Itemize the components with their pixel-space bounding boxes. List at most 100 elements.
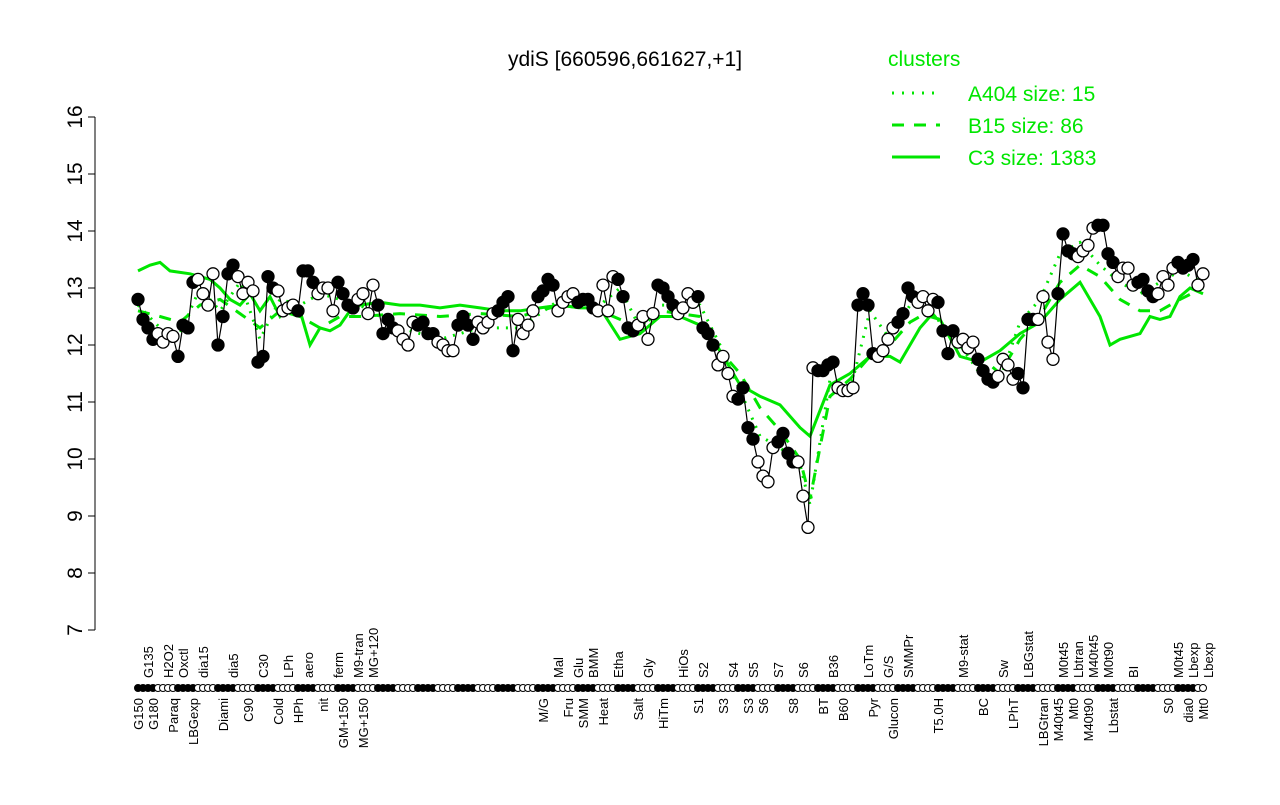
data-point: [876, 344, 890, 358]
y-axis: 7 8 9 10 11 12 13 14 15 16: [64, 105, 96, 636]
x-tick-label: LBGexp: [186, 698, 201, 745]
data-point: [861, 298, 875, 312]
data-point: [231, 269, 245, 284]
x-tick-label: Gly: [641, 658, 656, 678]
legend-label-c3: C3 size: 1383: [968, 147, 1096, 170]
y-tick-label: 8: [64, 567, 87, 579]
data-point: [706, 338, 720, 352]
x-tick-label: Sw: [996, 659, 1011, 678]
data-point: [361, 306, 375, 321]
x-tick-label: G/S: [881, 655, 896, 678]
x-tick-label: BT: [816, 698, 831, 715]
x-tick-label: S6: [756, 698, 771, 714]
data-point: [701, 326, 715, 341]
data-point: [321, 281, 335, 295]
data-point: [501, 289, 515, 304]
x-tick-label: B60: [836, 698, 851, 721]
x-tick-label: M0t45: [1171, 642, 1186, 678]
data-point: [1001, 358, 1015, 372]
data-point: [1036, 289, 1050, 304]
x-tick-label: dia0: [1181, 698, 1196, 723]
y-tick-label: 10: [64, 447, 87, 470]
data-point: [141, 321, 155, 335]
data-point: [216, 309, 230, 324]
data-point: [1041, 335, 1055, 349]
data-point: [641, 332, 655, 346]
data-point: [971, 352, 985, 366]
x-tick-label: Oxctl: [176, 648, 191, 678]
data-point: [131, 292, 145, 307]
data-point: [506, 344, 520, 358]
x-tick-label: BMM: [586, 648, 601, 678]
x-tick-label: S5: [746, 662, 761, 678]
data-point: [1106, 255, 1120, 270]
data-point: [356, 287, 370, 301]
data-point: [511, 312, 525, 327]
x-tick-label: M0t45: [1056, 642, 1071, 678]
chart-title: ydiS [660596,661627,+1]: [508, 48, 742, 71]
data-point: [206, 267, 220, 281]
data-point: [1031, 312, 1045, 327]
x-tick-label: M9-stat: [956, 634, 971, 678]
data-point: [301, 264, 315, 278]
data-point: [1081, 238, 1095, 252]
rug-mark: [1199, 684, 1207, 692]
x-tick-label: M40t45: [1051, 698, 1066, 741]
data-point: [521, 318, 535, 332]
x-tick-label: Diami: [216, 698, 231, 731]
data-point: [721, 366, 735, 381]
data-point: [376, 326, 390, 341]
data-point: [931, 295, 945, 309]
data-point: [616, 289, 630, 304]
data-point: [291, 304, 305, 318]
data-point: [366, 278, 380, 292]
x-tick-label: Glucon: [886, 698, 901, 739]
cluster-line-dotted: [136, 240, 1204, 505]
x-tick-label: nit: [316, 698, 331, 712]
x-tick-label: S4: [726, 662, 741, 678]
y-tick-label: 12: [64, 333, 87, 356]
x-tick-label: S7: [771, 662, 786, 678]
x-tick-label: S3: [716, 698, 731, 714]
y-tick-label: 11: [64, 391, 87, 413]
x-tick-label: M40t45: [1086, 635, 1101, 678]
data-point: [601, 304, 615, 318]
data-point: [271, 284, 285, 298]
x-tick-label: Paraq: [166, 698, 181, 733]
x-rug: [134, 684, 1207, 692]
x-tick-label: Etha: [611, 650, 626, 678]
x-tick-label: S6: [796, 662, 811, 678]
x-tick-label: S8: [786, 698, 801, 714]
x-tick-label: HiTm: [656, 698, 671, 729]
x-tick-label: G150: [131, 698, 146, 730]
data-point: [751, 455, 765, 469]
data-point: [731, 392, 745, 406]
x-tick-label: Glu: [571, 658, 586, 678]
x-tick-label: Mt0: [1066, 698, 1081, 720]
x-tick-label: GM+150: [336, 698, 351, 748]
data-point: [801, 520, 815, 535]
data-point: [846, 381, 860, 395]
x-tick-labels: G150 G180 Paraq LBGexp Diami C90 Cold HPh nit GM+…: [131, 628, 1216, 748]
data-point: [1191, 278, 1205, 292]
x-tick-label: Salt: [631, 698, 646, 721]
data-point: [791, 455, 805, 469]
x-tick-label: S2: [696, 662, 711, 678]
data-point: [1016, 381, 1030, 395]
data-point: [336, 287, 350, 301]
legend-label-b15: B15 size: 86: [968, 115, 1084, 138]
x-tick-label: C30: [256, 654, 271, 678]
data-point: [246, 284, 260, 298]
legend-label-a404: A404 size: 15: [968, 83, 1095, 106]
x-tick-label: BC: [976, 698, 991, 716]
y-tick-label: 14: [64, 219, 87, 243]
data-point: [196, 287, 210, 301]
x-tick-label: S3: [741, 698, 756, 714]
data-point: [596, 278, 610, 292]
x-tick-label: BI: [1126, 666, 1141, 678]
x-tick-label: ferm: [331, 652, 346, 678]
y-tick-label: 15: [64, 162, 87, 185]
data-point: [1046, 352, 1060, 366]
y-tick-label: 16: [64, 105, 87, 128]
